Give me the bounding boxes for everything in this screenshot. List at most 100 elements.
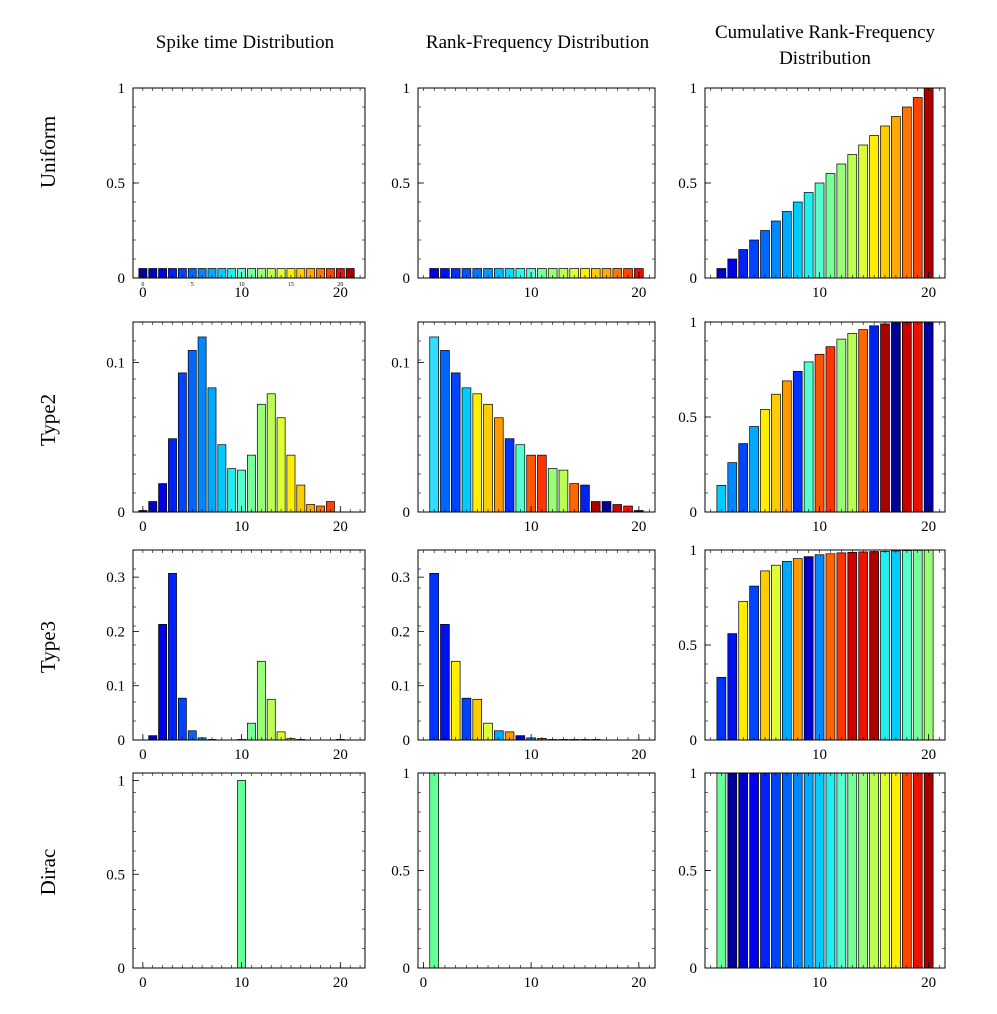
bar xyxy=(727,633,738,741)
x-tick-label: 20 xyxy=(333,285,348,301)
bar xyxy=(792,371,803,513)
bar xyxy=(760,772,770,969)
x-tick-label: 10 xyxy=(812,975,827,991)
x-tick-label: 20 xyxy=(631,519,646,535)
x-tick-label: 10 xyxy=(812,285,827,301)
y-tick-label: 0 xyxy=(118,271,126,287)
bar xyxy=(537,454,547,513)
panel-dirac-rank-frequency-distribution: 0 10 20 0 0.5 1 xyxy=(391,766,656,991)
x-tick-label: 20 xyxy=(631,747,646,763)
bar xyxy=(891,322,901,513)
bar xyxy=(749,426,759,513)
bar xyxy=(237,780,247,969)
y-tick-label: 1 xyxy=(690,543,698,559)
bar xyxy=(858,551,869,741)
bar xyxy=(847,154,858,279)
bar xyxy=(197,336,207,513)
bar xyxy=(836,772,847,969)
x-tick-label: 20 xyxy=(333,975,348,991)
bar xyxy=(901,550,912,741)
bar xyxy=(803,361,814,513)
y-tick-label: 1 xyxy=(118,81,126,97)
bar xyxy=(923,87,934,279)
x-tick-label: 10 xyxy=(812,747,827,763)
bar xyxy=(792,772,803,969)
bar xyxy=(901,106,912,279)
panel-type3-cumulative-rank-frequency-distribution: 10 20 0 0.5 1 xyxy=(678,543,946,763)
bar xyxy=(286,454,296,513)
y-tick-label: 0.5 xyxy=(391,864,410,880)
bar xyxy=(276,417,286,513)
y-tick-label: 0.3 xyxy=(391,570,410,586)
x-tick-label: 10 xyxy=(812,519,827,535)
y-tick-label: 0 xyxy=(403,271,411,287)
bar xyxy=(880,550,890,741)
panel-type2-rank-frequency-distribution: 10 20 0 0.1 xyxy=(391,321,656,535)
x-tick-label: 20 xyxy=(333,747,348,763)
bar xyxy=(158,624,168,741)
bar xyxy=(547,468,558,513)
x-tick-label: 20 xyxy=(921,747,936,763)
x-tick-label: 10 xyxy=(234,285,249,301)
y-tick-label: 1 xyxy=(403,766,411,782)
bar xyxy=(494,417,504,513)
bar xyxy=(869,772,879,969)
bar xyxy=(716,485,727,513)
y-tick-label: 0 xyxy=(118,505,126,521)
y-tick-label: 0.5 xyxy=(678,176,697,192)
bar xyxy=(814,772,825,969)
bar xyxy=(901,322,912,513)
bar xyxy=(158,483,168,513)
bar xyxy=(256,660,266,741)
bar xyxy=(781,380,792,513)
y-tick-label: 0 xyxy=(403,733,411,749)
bar xyxy=(440,624,450,741)
x-tick-label: 20 xyxy=(921,975,936,991)
bar xyxy=(781,561,792,741)
y-tick-label: 0.1 xyxy=(391,355,410,371)
bar xyxy=(891,550,901,741)
column-title-spike-time: Spike time Distribution xyxy=(155,32,335,53)
bar xyxy=(760,409,770,513)
y-tick-label: 0.1 xyxy=(106,679,125,695)
x-tick-label: 10 xyxy=(524,975,539,991)
y-tick-label: 0.2 xyxy=(106,624,125,640)
bar xyxy=(450,372,461,513)
bar xyxy=(771,564,781,741)
bar xyxy=(472,393,483,513)
bar xyxy=(526,454,536,513)
bar xyxy=(738,249,749,279)
panel-type3-rank-frequency-distribution: 10 20 0 0.1 0.2 0.3 xyxy=(391,549,656,763)
bar xyxy=(266,698,276,741)
bar xyxy=(472,698,483,741)
bar xyxy=(461,387,472,513)
column-title-cumulative-rank-frequency: Cumulative Rank-Frequency Distribution xyxy=(714,22,936,69)
x-tick-label: 0 xyxy=(139,975,147,991)
axes-frame xyxy=(132,549,366,741)
y-tick-label: 0 xyxy=(403,505,411,521)
x-tick-label: 10 xyxy=(234,975,249,991)
y-tick-label: 0.1 xyxy=(106,355,125,371)
bar xyxy=(749,239,759,279)
y-tick-label: 0.5 xyxy=(391,176,410,192)
bar xyxy=(580,484,590,513)
bar xyxy=(727,462,738,513)
x-tick-label: 20 xyxy=(921,519,936,535)
x-tick-label: 10 xyxy=(524,519,539,535)
y-tick-label: 0.2 xyxy=(391,624,410,640)
minor-tick-label: 0 xyxy=(141,282,144,288)
bar xyxy=(716,676,727,741)
y-tick-label: 0 xyxy=(690,733,698,749)
y-tick-label: 1 xyxy=(690,81,698,97)
bar xyxy=(869,551,879,741)
bar xyxy=(227,468,237,513)
bar xyxy=(825,173,836,279)
bar xyxy=(177,372,187,513)
bar xyxy=(912,97,923,279)
bar xyxy=(781,772,792,969)
bar xyxy=(168,572,177,741)
y-tick-label: 0.5 xyxy=(678,638,697,654)
bar xyxy=(771,393,781,513)
